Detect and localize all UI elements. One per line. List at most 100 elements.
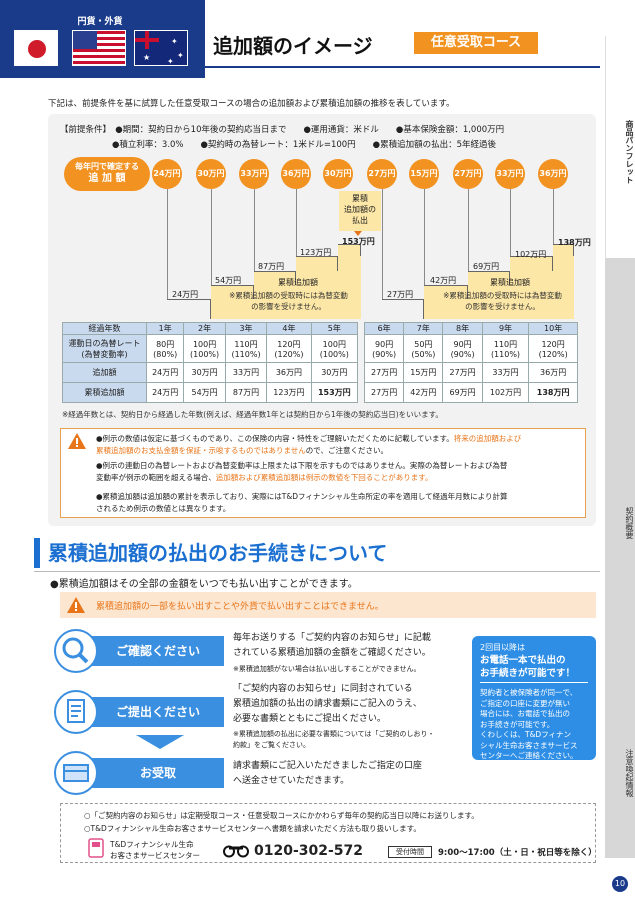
data-table-2: 6年 7年 8年 9年 10年 90円 (90%) 50円 (50%) 90円 (90…	[363, 322, 578, 403]
payout-warning-text: 累積追加額の一部を払い出すことや外貨で払い出すことはできません。	[96, 602, 384, 612]
hours-tag: 受付時間	[388, 846, 432, 858]
amount-circle: 33万円	[495, 159, 525, 189]
table-cell: 30万円	[183, 362, 226, 383]
table-cell: 110円 (110%)	[224, 334, 268, 363]
data-table-1: 経過年数 1年 2年 3年 4年 5年 運動日の為替レート (為替変動率) 80円…	[62, 322, 359, 403]
table-cell: 90円 (90%)	[363, 334, 405, 363]
intro-text: 下記は、前提条件を基に試算した任意受取コースの場合の追加額および累積追加額の推移…	[48, 99, 455, 109]
step-submit-note: ※累積追加額の払出に必要な書類については「ご契約のしおり・ 約款」をご覧ください。	[233, 730, 435, 749]
stem-line	[553, 189, 554, 244]
step-line	[296, 256, 338, 271]
step-receive-text: 請求書類にご記入いただきましたご指定の口座 へ送金させていただきます。	[233, 761, 422, 786]
table-cell: 100円 (100%)	[310, 334, 359, 363]
table-cell: 50円 (50%)	[403, 334, 444, 363]
step-receive-label: お受取	[92, 758, 224, 788]
step-line	[424, 285, 468, 299]
stem-line	[468, 189, 469, 271]
step-confirm-label: ご確認ください	[92, 636, 224, 666]
cumulative-amount: 87万円	[258, 262, 285, 271]
annual-amount-label: 毎年円で確定する 追 加 額	[64, 157, 150, 191]
table-header: 5年	[310, 322, 359, 335]
footer-note-1: ○「ご契約内容のお知らせ」は定期受取コース・任意受取コースにかかわらず毎年の契約…	[84, 811, 479, 820]
row-label: 累積追加額	[62, 382, 147, 403]
cumulative-area-2	[424, 285, 574, 319]
cumulative-amount: 138万円	[558, 238, 591, 247]
side-tab-caution[interactable]: 注意喚起情報	[605, 628, 635, 858]
section-divider	[34, 571, 600, 572]
warning-text-1: ●例示の数値は仮定に基づくものであり、この保険の内容・特性をご理解いただくために…	[96, 434, 522, 455]
cumulative-label-2: 累積追加額	[490, 278, 530, 287]
section-marker	[34, 538, 40, 568]
phone-payout-info: 2回目以降は お電話一本で払出の お手続きが可能です！ 契約者と被保険者が同一で、…	[472, 636, 596, 760]
amount-circle: 27万円	[453, 159, 483, 189]
table-header: 10年	[528, 322, 578, 335]
table-cell: 69万円	[442, 382, 483, 403]
row-label: 運動日の為替レート (為替変動率)	[62, 334, 147, 363]
table-cell: 54万円	[183, 382, 226, 403]
stem-line	[424, 189, 425, 285]
payout-arrow-icon	[354, 231, 362, 236]
stem-line	[382, 189, 383, 299]
table-cell: 24万円	[145, 362, 185, 383]
table-cell: 123万円	[266, 382, 312, 403]
warning-icon	[68, 433, 86, 449]
table-note: ※経過年数とは、契約日から経過した年数(例えば、経過年数1年とは契約日から1年後…	[62, 410, 443, 419]
course-badge: 任意受取コース	[414, 32, 538, 54]
cumulative-step	[510, 256, 574, 271]
step-line	[167, 299, 211, 319]
page-number: 10	[612, 876, 628, 892]
bankbook-icon	[54, 751, 98, 795]
table-cell: 30万円	[310, 362, 359, 383]
warning-text-2: ●例示の連動日の為替レートおよび為替変動率は上限または下限を示すものではありませ…	[96, 461, 508, 482]
table-cell: 153万円	[310, 382, 359, 403]
step-submit-label: ご提出ください	[92, 697, 224, 727]
step-confirm-text: 毎年お送りする「ご契約内容のお知らせ」に記載 されている累積追加額の金額をご確認く…	[233, 633, 431, 658]
cumulative-step	[296, 256, 361, 271]
service-center-name: T&Dフィナンシャル生命 お客さまサービスセンター	[110, 840, 200, 860]
us-flag-icon	[72, 30, 126, 66]
conditions-line-2: ●積立利率：3.0% ●契約時の為替レート：1米ドル=100円 ●累積追加額の払…	[112, 140, 497, 150]
table-cell: 36万円	[528, 362, 578, 383]
table-cell: 27万円	[363, 382, 405, 403]
warning-box	[60, 428, 586, 518]
stem-line	[296, 189, 297, 256]
table-cell: 27万円	[363, 362, 405, 383]
step-line	[338, 244, 361, 256]
cumulative-amount: 24万円	[172, 290, 199, 299]
row-label: 追加額	[62, 362, 147, 383]
table-cell: 102万円	[481, 382, 530, 403]
table-header: 9年	[481, 322, 530, 335]
stem-line	[167, 189, 168, 299]
step-confirm-note: ※累積追加額がない場合は払い出しすることができません。	[233, 665, 421, 673]
table-cell: 110円 (110%)	[481, 334, 530, 363]
amount-circle: 33万円	[239, 159, 269, 189]
side-tab-pamphlet[interactable]: 商品パンフレット	[605, 36, 635, 258]
section-title: 累積追加額の払出のお手続きについて	[48, 541, 388, 565]
table-cell: 80円 (80%)	[145, 334, 185, 363]
side-tab-contract-summary[interactable]: 契約概要	[605, 258, 635, 628]
table-cell: 36万円	[266, 362, 312, 383]
document-icon	[54, 690, 98, 734]
cumulative-amount: 153万円	[342, 237, 375, 246]
stem-line	[510, 189, 511, 256]
header-underline	[205, 66, 600, 68]
amount-circle: 24万円	[152, 159, 182, 189]
australia-flag-icon: ★ ✦ ✦ ✦	[134, 30, 188, 66]
step-line	[468, 271, 510, 285]
table-cell: 90円 (90%)	[442, 334, 483, 363]
table-cell: 138万円	[528, 382, 578, 403]
table-cell: 33万円	[481, 362, 530, 383]
step-line	[211, 285, 254, 299]
table-cell: 15万円	[403, 362, 444, 383]
table-cell: 100円 (100%)	[183, 334, 226, 363]
payout-warning-box	[60, 592, 596, 618]
table-header: 3年	[224, 322, 268, 335]
phone-number[interactable]: 0120-302-572	[254, 843, 364, 859]
flow-arrow-icon	[136, 735, 184, 749]
stem-line	[254, 189, 255, 271]
table-cell: 87万円	[224, 382, 268, 403]
step-line	[510, 256, 553, 271]
cumulative-step	[338, 244, 361, 256]
cumulative-step	[254, 271, 361, 285]
table-header: 1年	[145, 322, 185, 335]
